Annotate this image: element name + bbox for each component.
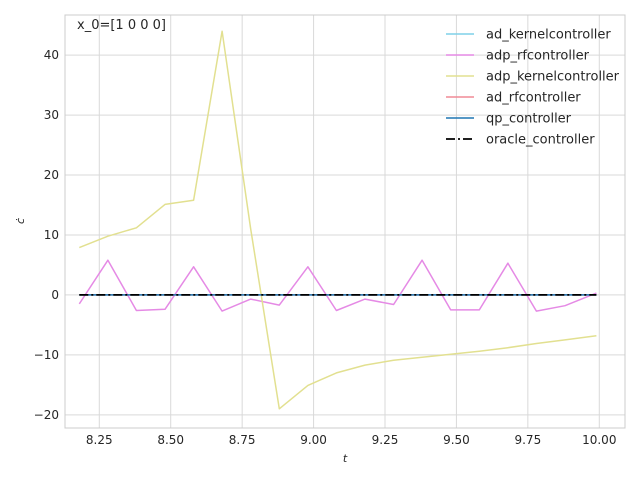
- series-line-adp_rfcontroller: [78, 259, 597, 312]
- x-tick-label: 8.25: [86, 433, 113, 447]
- x-tick-label: 9.50: [443, 433, 470, 447]
- y-tick-labels: −20 −10 0 10 20 30 40: [34, 48, 59, 422]
- legend: ad_kernelcontroller adp_rfcontroller adp_k…: [446, 28, 620, 148]
- x-tick-labels: 8.25 8.50 8.75 9.00 9.25 9.50 9.75 10.00: [86, 433, 617, 447]
- x-tick-label: 8.50: [157, 433, 184, 447]
- legend-label: qp_controller: [486, 112, 572, 127]
- series-layer: [78, 30, 597, 410]
- x-tick-label: 9.25: [372, 433, 399, 447]
- y-tick-label: 40: [44, 48, 59, 62]
- legend-label: ad_kernelcontroller: [486, 28, 611, 43]
- legend-label: ad_rfcontroller: [486, 91, 581, 106]
- series-line-adp_kernelcontroller: [79, 30, 597, 410]
- y-tick-label: −10: [34, 348, 59, 362]
- y-axis-label: ċ: [14, 218, 27, 224]
- legend-label: adp_kernelcontroller: [486, 70, 620, 85]
- legend-label: oracle_controller: [486, 133, 595, 148]
- y-tick-label: 0: [51, 288, 59, 302]
- x-tick-label: 9.00: [300, 433, 327, 447]
- plot-area: [64, 14, 626, 429]
- x-tick-label: 8.75: [229, 433, 256, 447]
- x-axis-label: t: [343, 452, 348, 465]
- y-tick-label: 10: [44, 228, 59, 242]
- x-tick-label: 10.00: [582, 433, 616, 447]
- legend-label: adp_rfcontroller: [486, 49, 590, 64]
- annotation-initial-state: x_0=[1 0 0 0]: [77, 18, 166, 33]
- y-tick-label: −20: [34, 408, 59, 422]
- x-tick-label: 9.75: [514, 433, 541, 447]
- y-tick-label: 30: [44, 108, 59, 122]
- y-tick-label: 20: [44, 168, 59, 182]
